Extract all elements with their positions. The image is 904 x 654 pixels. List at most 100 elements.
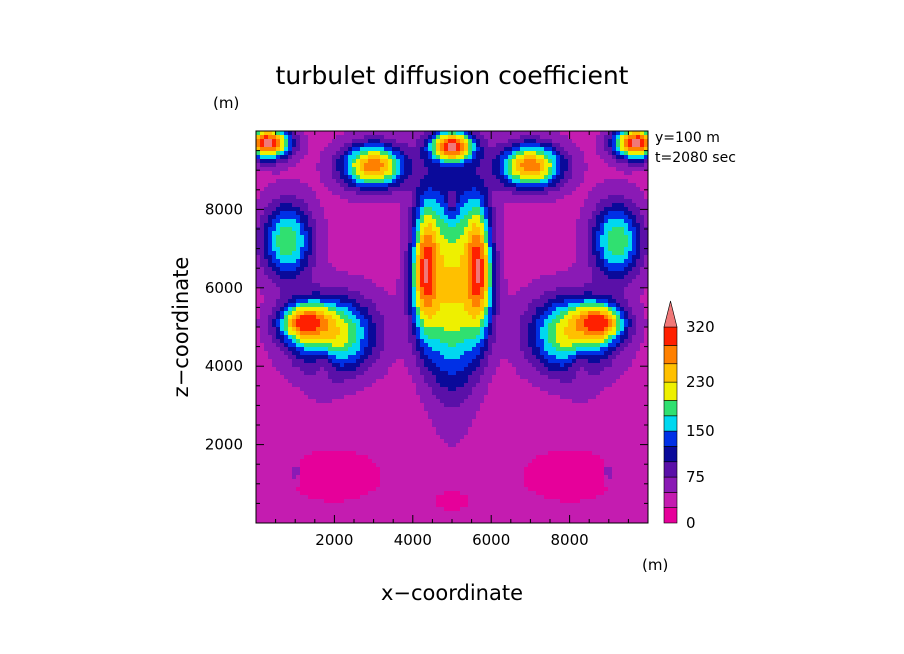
heatmap-cell bbox=[296, 235, 301, 240]
heatmap-cell bbox=[624, 139, 629, 144]
heatmap-cell bbox=[540, 143, 545, 148]
heatmap-cell bbox=[504, 151, 509, 156]
heatmap-cell bbox=[552, 143, 557, 148]
heatmap-cell bbox=[448, 323, 453, 328]
heatmap-cell bbox=[352, 143, 357, 148]
heatmap-cell bbox=[576, 191, 581, 196]
heatmap-cell bbox=[504, 211, 509, 216]
heatmap-cell bbox=[532, 259, 537, 264]
heatmap-cell bbox=[424, 139, 429, 144]
heatmap-cell bbox=[344, 267, 349, 272]
heatmap-cell bbox=[256, 219, 261, 224]
heatmap-cell bbox=[644, 235, 649, 240]
heatmap-cell bbox=[400, 223, 405, 228]
heatmap-cell bbox=[580, 271, 585, 276]
heatmap-cell bbox=[300, 287, 305, 292]
heatmap-cell bbox=[424, 151, 429, 156]
heatmap-cell bbox=[596, 247, 601, 252]
heatmap-cell bbox=[328, 331, 333, 336]
heatmap-cell bbox=[420, 311, 425, 316]
heatmap-cell bbox=[336, 315, 341, 320]
heatmap-cell bbox=[368, 179, 373, 184]
heatmap-cell bbox=[516, 263, 521, 268]
heatmap-cell bbox=[280, 143, 285, 148]
heatmap-cell bbox=[400, 167, 405, 172]
heatmap-cell bbox=[480, 223, 485, 228]
heatmap-cell bbox=[364, 295, 369, 300]
heatmap-cell bbox=[268, 183, 273, 188]
heatmap-cell bbox=[404, 303, 409, 308]
heatmap-cell bbox=[512, 131, 517, 136]
heatmap-cell bbox=[524, 291, 529, 296]
heatmap-cell bbox=[256, 223, 261, 228]
heatmap-cell bbox=[356, 275, 361, 280]
heatmap-cell bbox=[360, 327, 365, 332]
heatmap-cell bbox=[400, 275, 405, 280]
heatmap-cell bbox=[624, 311, 629, 316]
heatmap-cell bbox=[580, 219, 585, 224]
heatmap-cell bbox=[568, 263, 573, 268]
heatmap-cell bbox=[568, 219, 573, 224]
heatmap-cell bbox=[376, 139, 381, 144]
heatmap-cell bbox=[480, 327, 485, 332]
heatmap-cell bbox=[308, 323, 313, 328]
heatmap-cell bbox=[616, 311, 621, 316]
heatmap-cell bbox=[340, 319, 345, 324]
heatmap-cell bbox=[428, 131, 433, 136]
heatmap-cell bbox=[280, 287, 285, 292]
heatmap-cell bbox=[640, 223, 645, 228]
heatmap-cell bbox=[452, 239, 457, 244]
heatmap-cell bbox=[268, 319, 273, 324]
heatmap-cell bbox=[624, 163, 629, 168]
heatmap-cell bbox=[504, 195, 509, 200]
heatmap-cell bbox=[556, 235, 561, 240]
heatmap-cell bbox=[564, 307, 569, 312]
heatmap-cell bbox=[324, 327, 329, 332]
heatmap-cell bbox=[460, 247, 465, 252]
heatmap-cell bbox=[608, 275, 613, 280]
heatmap-cell bbox=[528, 323, 533, 328]
heatmap-cell bbox=[528, 179, 533, 184]
heatmap-cell bbox=[412, 135, 417, 140]
heatmap-cell bbox=[620, 311, 625, 316]
heatmap-cell bbox=[580, 131, 585, 136]
heatmap-cell bbox=[608, 283, 613, 288]
heatmap-cell bbox=[588, 323, 593, 328]
heatmap-cell bbox=[496, 139, 501, 144]
heatmap-cell bbox=[552, 159, 557, 164]
heatmap-cell bbox=[536, 315, 541, 320]
heatmap-cell bbox=[388, 183, 393, 188]
heatmap-cell bbox=[268, 323, 273, 328]
heatmap-cell bbox=[552, 315, 557, 320]
heatmap-cell bbox=[424, 327, 429, 332]
heatmap-cell bbox=[280, 327, 285, 332]
heatmap-cell bbox=[412, 159, 417, 164]
heatmap-cell bbox=[264, 255, 269, 260]
heatmap-cell bbox=[592, 227, 597, 232]
heatmap-cell bbox=[604, 295, 609, 300]
heatmap-cell bbox=[540, 219, 545, 224]
heatmap-cell bbox=[428, 139, 433, 144]
heatmap-cell bbox=[608, 331, 613, 336]
heatmap-cell bbox=[576, 331, 581, 336]
heatmap-cell bbox=[640, 231, 645, 236]
heatmap-cell bbox=[448, 287, 453, 292]
heatmap-cell bbox=[596, 251, 601, 256]
heatmap-cell bbox=[320, 295, 325, 300]
heatmap-cell bbox=[352, 279, 357, 284]
heatmap-cell bbox=[540, 171, 545, 176]
heatmap-cell bbox=[448, 275, 453, 280]
heatmap-cell bbox=[316, 299, 321, 304]
heatmap-cell bbox=[300, 223, 305, 228]
heatmap-cell bbox=[416, 139, 421, 144]
heatmap-cell bbox=[392, 187, 397, 192]
heatmap-cell bbox=[632, 131, 637, 136]
heatmap-cell bbox=[268, 239, 273, 244]
heatmap-cell bbox=[400, 203, 405, 208]
heatmap-cell bbox=[288, 311, 293, 316]
heatmap-cell bbox=[592, 171, 597, 176]
heatmap-cell bbox=[420, 287, 425, 292]
heatmap-cell bbox=[420, 255, 425, 260]
heatmap-cell bbox=[376, 175, 381, 180]
heatmap-cell bbox=[424, 315, 429, 320]
